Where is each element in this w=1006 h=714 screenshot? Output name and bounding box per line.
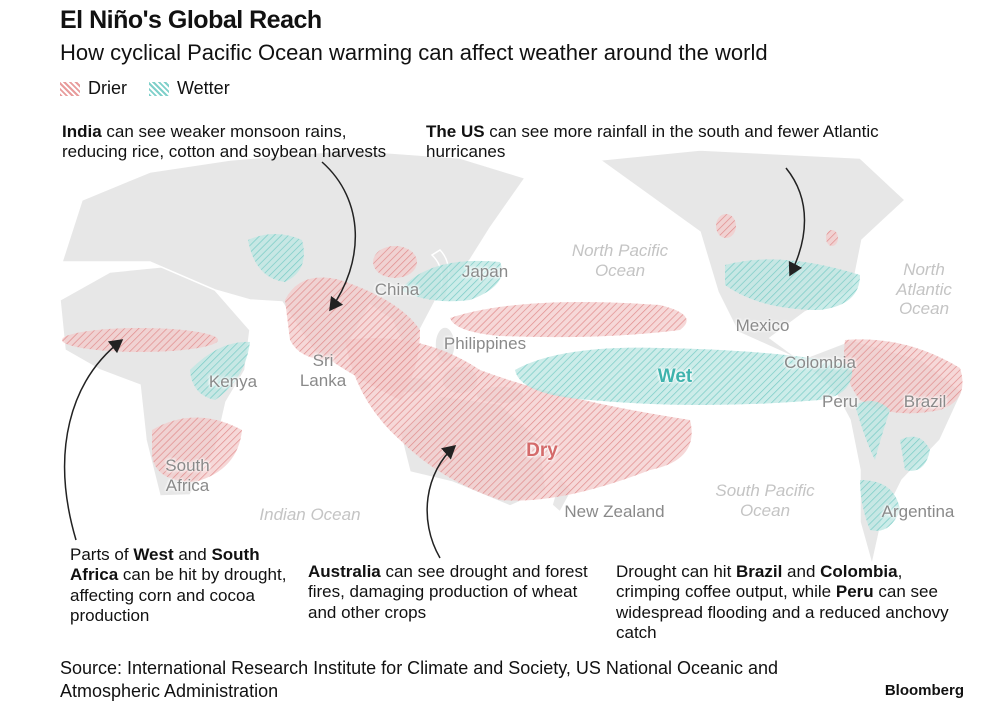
ocean-label: North Pacific Ocean xyxy=(571,241,669,280)
brand: Bloomberg xyxy=(884,682,964,699)
annotation: The US can see more rainfall in the sout… xyxy=(426,122,896,163)
annotation-text: can see weaker monsoon rains, reducing r… xyxy=(62,122,387,162)
annotation: Drought can hit Brazil and Colombia, cri… xyxy=(616,562,956,644)
legend-item: Drier xyxy=(60,78,127,99)
legend-swatch xyxy=(149,81,169,96)
annotation-text: can see more rainfall in the south and f… xyxy=(426,122,879,162)
place-label: Argentina xyxy=(881,502,955,521)
annotation-text: can see widespread flooding and a reduce… xyxy=(616,582,949,643)
wetter-regions xyxy=(190,234,930,531)
drier-regions xyxy=(62,214,963,501)
zone-label: Wet xyxy=(657,366,693,387)
annotation-text: Drought can hit xyxy=(616,562,737,581)
annotation-bold: Australia xyxy=(308,562,381,581)
annotation-text: and xyxy=(782,562,821,581)
place-label: China xyxy=(374,280,420,299)
place-label: Colombia xyxy=(784,353,856,372)
zone-label: Dry xyxy=(526,440,558,461)
annotation-text: can be hit by drought, affecting corn an… xyxy=(70,565,287,626)
annotation-bold: India xyxy=(62,122,102,141)
annotation-bold: Peru xyxy=(835,582,874,602)
annotation-bold: South Africa xyxy=(70,545,260,585)
annotation-text: , crimping coffee output, while xyxy=(616,562,903,602)
annotation-text: Parts of xyxy=(70,545,134,564)
source: Source: International Research Institute… xyxy=(60,658,779,701)
place-label: Japan xyxy=(461,262,509,281)
annotation-bold: Colombia xyxy=(820,562,898,581)
place-label: Peru xyxy=(822,392,858,411)
legend-swatch xyxy=(60,81,80,96)
ocean-label: North Atlantic Ocean xyxy=(896,260,952,319)
annotation-text: and xyxy=(173,545,212,564)
annotation-bold: The US xyxy=(426,122,485,141)
annotation-text: can see drought and forest fires, damagi… xyxy=(308,562,588,622)
annotation-bold: Brazil xyxy=(736,562,783,581)
subtitle: How cyclical Pacific Ocean warming can a… xyxy=(60,40,768,65)
legend-item: Wetter xyxy=(149,78,230,99)
place-label: Sri Lanka xyxy=(299,351,347,390)
place-label: New Zealand xyxy=(564,502,665,521)
place-label: Mexico xyxy=(735,316,790,335)
place-label: Philippines xyxy=(443,334,527,353)
place-label: Brazil xyxy=(903,392,947,411)
legend-label: Wetter xyxy=(177,78,230,98)
annotation: Australia can see drought and forest fir… xyxy=(308,562,593,623)
title: El Niño's Global Reach xyxy=(60,6,322,34)
annotation: Parts of West and South Africa can be hi… xyxy=(70,545,298,627)
place-label: South Africa xyxy=(165,456,210,495)
annotation: India can see weaker monsoon rains, redu… xyxy=(62,122,407,163)
ocean-label: South Pacific Ocean xyxy=(715,481,815,520)
ocean-label: Indian Ocean xyxy=(259,505,361,524)
arrows xyxy=(63,161,806,559)
legend-label: Drier xyxy=(88,78,127,98)
legend: Drier Wetter xyxy=(60,78,230,99)
place-label: Kenya xyxy=(208,372,258,391)
annotation-bold: West xyxy=(133,545,174,564)
